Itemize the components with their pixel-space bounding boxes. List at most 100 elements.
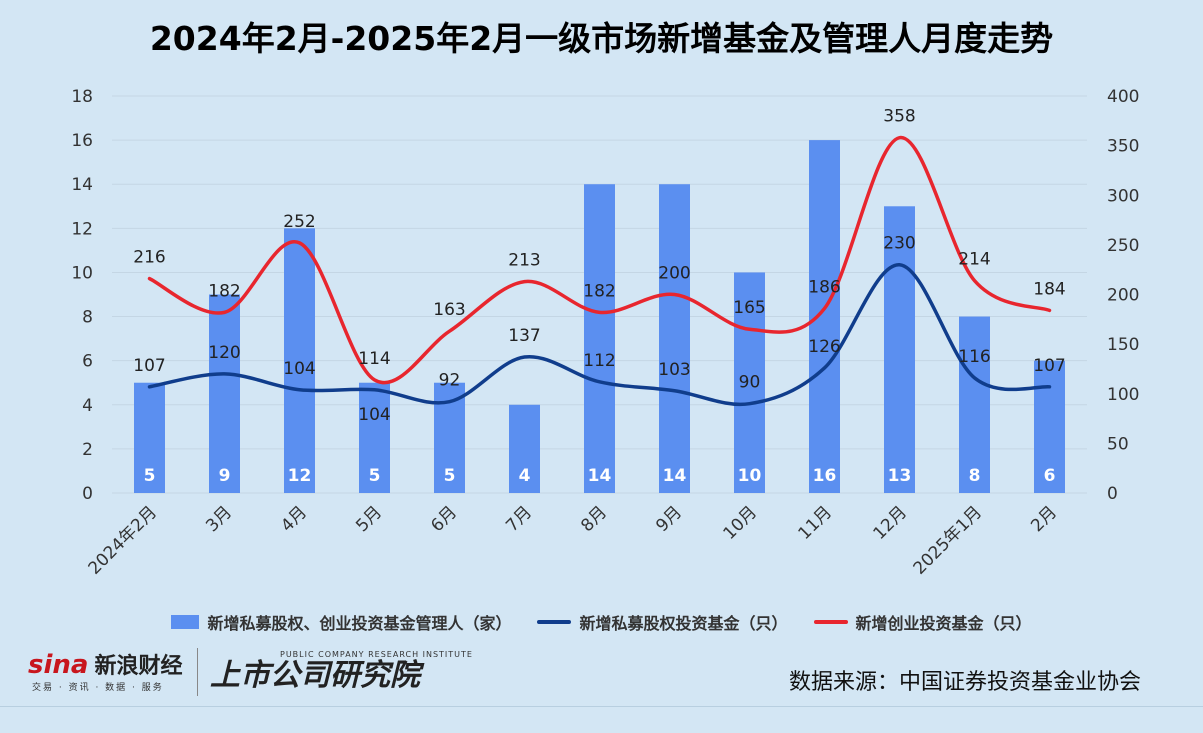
left-axis-tick-label: 14 <box>71 175 93 195</box>
bar <box>959 316 990 493</box>
bar-value-label: 10 <box>738 466 762 486</box>
legend-label-vc-funds: 新增创业投资基金（只） <box>855 614 1032 633</box>
bar-value-label: 6 <box>1044 466 1056 486</box>
left-axis-tick-label: 6 <box>82 352 93 372</box>
pe-value-label: 107 <box>133 356 165 376</box>
vc-value-label: 163 <box>433 300 465 320</box>
bar <box>209 294 240 493</box>
bar-value-label: 9 <box>219 466 231 486</box>
vc-value-label: 165 <box>733 298 765 318</box>
pe-value-label: 104 <box>283 359 315 379</box>
vc-value-label: 358 <box>883 107 915 127</box>
bar-value-label: 12 <box>288 466 312 486</box>
sina-logo-text: 新浪财经 <box>94 654 183 679</box>
institute-logo-en: PUBLIC COMPANY RESEARCH INSTITUTE <box>280 650 473 659</box>
x-axis-tick-label: 12月 <box>870 502 911 543</box>
left-axis-tick-label: 10 <box>71 263 93 283</box>
right-axis-tick-label: 400 <box>1107 87 1139 107</box>
logo-divider <box>197 648 198 696</box>
bar-value-label: 14 <box>588 466 612 486</box>
x-axis-tick-label: 10月 <box>720 502 761 543</box>
research-institute-logo: PUBLIC COMPANY RESEARCH INSTITUTE 上市公司研究… <box>210 650 473 693</box>
bar <box>734 272 765 493</box>
bar <box>884 206 915 493</box>
bar <box>359 382 390 493</box>
vc-value-label: 213 <box>508 251 540 271</box>
right-axis-tick-label: 250 <box>1107 236 1139 256</box>
x-axis-tick-label: 11月 <box>795 502 836 543</box>
bar <box>284 228 315 494</box>
vc-value-label: 182 <box>208 281 240 301</box>
x-axis-tick-label: 3月 <box>202 502 236 536</box>
legend-label-pe-funds: 新增私募股权投资基金（只） <box>579 614 788 633</box>
vc-value-label: 182 <box>583 281 615 301</box>
pe-funds-line <box>147 262 1052 407</box>
vc-value-label: 252 <box>283 212 315 232</box>
sina-logo-mark: sina <box>28 650 89 680</box>
vc-value-label: 200 <box>658 264 690 284</box>
x-axis-tick-label: 5月 <box>352 502 386 536</box>
pe-value-label: 104 <box>358 405 390 425</box>
pe-value-label: 92 <box>439 371 461 391</box>
x-axis-tick-label: 9月 <box>652 502 686 536</box>
bar-value-label: 5 <box>369 466 381 486</box>
bar <box>584 184 615 493</box>
bar <box>134 382 165 493</box>
bar <box>659 184 690 493</box>
right-axis-tick-label: 350 <box>1107 137 1139 157</box>
pe-value-label: 107 <box>1033 356 1065 376</box>
legend-swatch-vc-line <box>813 620 848 624</box>
institute-logo-cn: 上市公司研究院 <box>210 658 420 693</box>
legend-label-managers: 新增私募股权、创业投资基金管理人（家） <box>207 614 512 633</box>
vc-funds-line <box>147 135 1052 385</box>
right-axis-tick-label: 150 <box>1107 335 1139 355</box>
legend-item-pe-funds: 新增私募股权投资基金（只） <box>537 610 788 634</box>
footer-divider <box>0 706 1203 707</box>
left-axis-tick-label: 2 <box>82 440 93 460</box>
pe-value-label: 137 <box>508 326 540 346</box>
bar <box>1034 360 1065 493</box>
x-axis-tick-label: 2025年1月 <box>910 502 986 578</box>
left-axis-tick-label: 16 <box>71 131 93 151</box>
bar-value-label: 14 <box>663 466 687 486</box>
bar <box>509 404 540 493</box>
vc-value-label: 114 <box>358 349 390 369</box>
pe-value-label: 230 <box>883 234 915 254</box>
left-axis-tick-label: 18 <box>71 87 93 107</box>
combo-chart: 0 2 4 6 8 10 12 14 16 18 0 50 100 150 200 250 300 350 400 5… <box>71 87 1139 579</box>
x-axis-tick-label: 7月 <box>502 502 536 536</box>
right-axis-tick-label: 0 <box>1107 484 1118 504</box>
legend-swatch-pe-line <box>537 620 572 624</box>
data-source-note: 数据来源：中国证券投资基金业协会 <box>788 670 1141 695</box>
bar-value-label: 5 <box>144 466 156 486</box>
right-axis-tick-label: 100 <box>1107 385 1139 405</box>
x-axis-tick-label: 8月 <box>577 502 611 536</box>
bar-value-label: 13 <box>888 466 912 486</box>
legend-item-vc-funds: 新增创业投资基金（只） <box>813 610 1032 634</box>
sina-logo-subtitle: 交易 · 资讯 · 数据 · 服务 <box>32 683 164 693</box>
vc-value-label: 184 <box>1033 279 1065 299</box>
bar-value-label: 5 <box>444 466 456 486</box>
x-axis-tick-label: 2024年2月 <box>85 502 161 578</box>
left-axis-tick-label: 4 <box>82 396 93 416</box>
left-axis-tick-label: 8 <box>82 308 93 328</box>
pe-value-label: 112 <box>583 351 615 371</box>
x-axis-tick-label: 4月 <box>277 502 311 536</box>
right-axis-tick-label: 50 <box>1107 434 1129 454</box>
x-axis-tick-label: 6月 <box>427 502 461 536</box>
bar-value-label: 4 <box>519 466 531 486</box>
pe-value-label: 120 <box>208 343 240 363</box>
vc-value-label: 186 <box>808 277 840 297</box>
sina-finance-logo: sina 新浪财经 交易 · 资讯 · 数据 · 服务 <box>28 648 182 693</box>
vc-value-label: 216 <box>133 248 165 268</box>
pe-value-label: 126 <box>808 337 840 357</box>
pe-value-label: 103 <box>658 360 690 380</box>
vc-value-label: 214 <box>958 250 990 270</box>
bar-value-label: 8 <box>969 466 981 486</box>
legend-item-managers: 新增私募股权、创业投资基金管理人（家） <box>171 610 511 634</box>
pe-value-label: 116 <box>958 347 990 367</box>
x-axis-tick-label: 2月 <box>1027 502 1061 536</box>
left-axis-tick-label: 0 <box>82 484 93 504</box>
pe-value-label: 90 <box>739 373 761 393</box>
right-axis-tick-label: 300 <box>1107 186 1139 206</box>
